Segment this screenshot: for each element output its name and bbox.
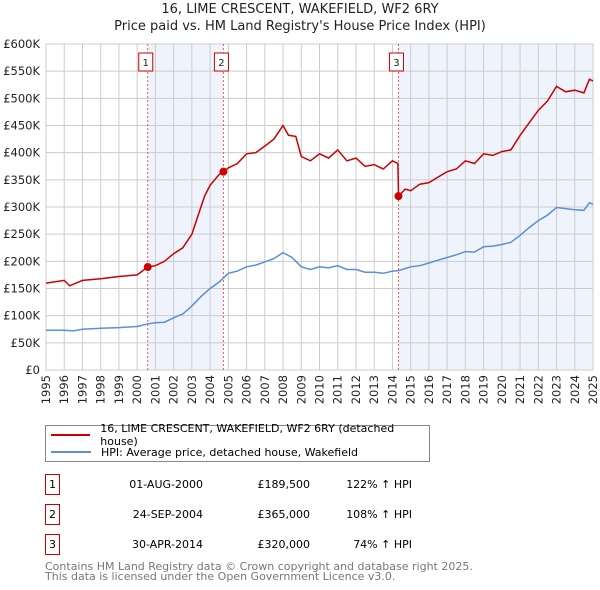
transaction-date: 01-AUG-2000 [129, 478, 203, 491]
sale-label: 3 [393, 58, 399, 69]
sale-label-box [388, 52, 404, 72]
y-tick-label: £300K [3, 200, 40, 214]
property-price-line [45, 78, 594, 287]
x-tick-label: 2015 [404, 375, 418, 404]
x-tick-label: 2021 [513, 375, 527, 404]
sale-label-box [138, 52, 154, 72]
y-tick-label: £50K [11, 336, 41, 350]
x-tick-label: 1999 [112, 375, 126, 404]
y-tick-label: £200K [3, 254, 40, 268]
chart-title: 16, LIME CRESCENT, WAKEFIELD, WF2 6RY [161, 2, 439, 17]
x-tick-label: 2024 [568, 375, 582, 404]
x-tick-label: 2013 [367, 375, 381, 404]
footer-copyright: Contains HM Land Registry data © Crown c… [45, 560, 473, 573]
legend-swatch-property [51, 434, 91, 436]
x-tick-label: 2017 [440, 375, 454, 404]
y-tick-label: £400K [3, 146, 40, 160]
transaction-date: 30-APR-2014 [131, 538, 203, 551]
x-tick-label: 1996 [57, 375, 71, 404]
x-tick-label: 2007 [258, 375, 272, 404]
x-tick-label: 1995 [39, 375, 53, 404]
x-tick-label: 2012 [349, 375, 363, 404]
x-tick-label: 2014 [385, 375, 399, 404]
footer-licence: This data is licensed under the Open Gov… [45, 570, 396, 583]
y-tick-label: £550K [3, 64, 40, 78]
x-tick-label: 2011 [331, 375, 345, 404]
sale-label: 1 [143, 58, 149, 69]
sale-point [394, 192, 403, 201]
y-tick-label: £250K [3, 227, 40, 241]
transaction-number: 1 [45, 474, 60, 495]
price-chart: £0 £50K £100K £150K £200K £250K £300K £350K £400… [3, 37, 600, 404]
plot-frame [45, 43, 594, 371]
y-tick-label: £600K [3, 37, 40, 51]
legend-label-hpi: HPI: Average price, detached house, Wake… [101, 445, 359, 459]
transaction-price: £365,000 [257, 508, 311, 521]
x-tick-label: 2006 [240, 375, 254, 404]
legend: 16, LIME CRESCENT, WAKEFIELD, WF2 6RY (d… [45, 422, 430, 462]
sale-label: 2 [218, 58, 224, 69]
legend-item-property: 16, LIME CRESCENT, WAKEFIELD, WF2 6RY (d… [51, 422, 429, 448]
y-tick-label: £0 [25, 363, 40, 377]
legend-label-property: 16, LIME CRESCENT, WAKEFIELD, WF2 6RY (d… [100, 422, 395, 448]
y-tick-label: £450K [3, 119, 40, 133]
x-tick-label: 2016 [422, 375, 436, 404]
x-tick-label: 2010 [313, 375, 327, 404]
x-tick-label: 2001 [148, 375, 162, 404]
y-tick-label: £500K [3, 91, 40, 105]
transaction-number: 2 [45, 504, 60, 525]
chart-subtitle: Price paid vs. HM Land Registry's House … [114, 19, 486, 34]
x-tick-label: 2005 [221, 375, 235, 404]
x-tick-label: 2018 [458, 375, 472, 404]
transaction-number: 3 [45, 534, 60, 555]
y-tick-label: £150K [3, 282, 40, 296]
transaction-hpi: 108% ↑ HPI [346, 508, 412, 521]
transaction-hpi: 122% ↑ HPI [346, 478, 412, 491]
y-tick-label: £100K [3, 309, 40, 323]
x-tick-label: 2003 [185, 375, 199, 404]
sale-point [219, 167, 228, 176]
transaction-date: 24-SEP-2004 [132, 508, 203, 521]
x-tick-label: 2022 [531, 375, 545, 404]
x-tick-label: 2020 [495, 375, 509, 404]
x-tick-label: 2002 [167, 375, 181, 404]
legend-item-hpi: HPI: Average price, detached house, Wake… [51, 444, 358, 460]
hpi-line [46, 201, 594, 332]
x-tick-label: 2008 [276, 375, 290, 404]
x-tick-label: 2000 [130, 375, 144, 404]
transaction-hpi: 74% ↑ HPI [353, 538, 412, 551]
sale-label-box [213, 52, 229, 72]
x-tick-label: 1998 [94, 375, 108, 404]
x-tick-label: 2004 [203, 375, 217, 404]
x-tick-label: 2019 [477, 375, 491, 404]
y-tick-label: £350K [3, 173, 40, 187]
transaction-price: £320,000 [257, 538, 311, 551]
x-tick-label: 1997 [75, 375, 89, 404]
transaction-price: £189,500 [257, 478, 311, 491]
x-tick-label: 2023 [550, 375, 564, 404]
x-tick-label: 2009 [294, 375, 308, 404]
x-tick-label: 2025 [586, 375, 600, 404]
sale-point [143, 263, 152, 272]
legend-swatch-hpi [51, 451, 91, 453]
